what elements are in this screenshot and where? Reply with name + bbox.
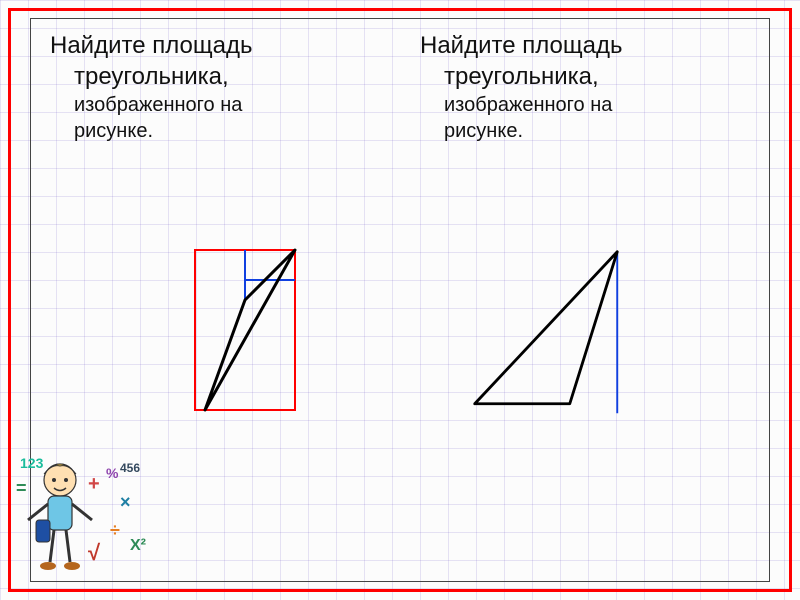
right-problem-text: Найдите площадь треугольника, изображенн…: [420, 30, 750, 144]
svg-text:=: =: [16, 478, 27, 498]
svg-text:%: %: [106, 465, 119, 481]
text-line: треугольника,: [50, 61, 380, 92]
svg-text:X²: X²: [130, 537, 146, 554]
left-problem-text: Найдите площадь треугольника, изображенн…: [50, 30, 380, 144]
figure-1-svg: [190, 245, 310, 415]
math-clipart: = + % × ÷ X² √ 123 456: [10, 450, 155, 580]
svg-text:÷: ÷: [110, 520, 120, 540]
figure-2-svg: [470, 245, 660, 420]
text-line: изображенного на: [420, 92, 750, 118]
figure-2: [470, 245, 660, 420]
svg-text:√: √: [88, 540, 101, 565]
svg-text:×: ×: [120, 492, 131, 512]
text-line: Найдите площадь: [420, 30, 750, 61]
math-clipart-svg: = + % × ÷ X² √ 123 456: [10, 450, 155, 580]
svg-text:456: 456: [120, 461, 140, 475]
text-line: рисунке.: [50, 118, 380, 144]
figure-1: [190, 245, 310, 415]
text-line: Найдите площадь: [50, 30, 380, 61]
text-line: изображенного на: [50, 92, 380, 118]
svg-text:123: 123: [20, 455, 44, 471]
text-line: рисунке.: [420, 118, 750, 144]
svg-text:+: +: [88, 473, 100, 495]
text-line: треугольника,: [420, 61, 750, 92]
